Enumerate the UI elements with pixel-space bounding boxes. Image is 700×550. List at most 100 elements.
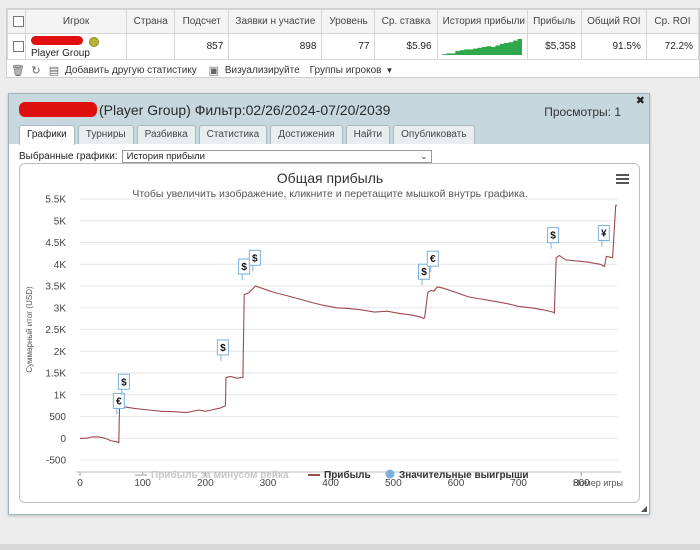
select-all-header[interactable]: [6, 9, 27, 34]
legend-swatch: [385, 469, 395, 479]
player-groups-label: Группы игроков: [309, 64, 382, 76]
tab-breakdown[interactable]: Разбивка: [136, 125, 196, 144]
tab-charts[interactable]: Графики: [19, 125, 75, 145]
marker-label: $: [421, 267, 427, 278]
legend-label: Значительные выигрыши: [399, 470, 529, 481]
stats-toolbar: 🗑 ↻ ▤ Добавить другую статистику ▣ Визуа…: [7, 60, 699, 80]
col-header-profit-history[interactable]: История прибыли: [436, 9, 528, 34]
y-tick-label: 2K: [54, 347, 67, 358]
chart-select[interactable]: История прибыли ⌄: [121, 150, 432, 163]
window-title-text: (Player Group) Фильтр:02/26/2024-07/20/2…: [99, 102, 391, 118]
marker-flag: [117, 373, 130, 390]
window-header: (Player Group) Фильтр:02/26/2024-07/20/2…: [9, 94, 649, 145]
legend-label: Прибыль за минусом рейка: [151, 469, 289, 481]
sparkline-bar: [477, 47, 483, 55]
sparkline-bar: [499, 43, 505, 55]
menu-icon[interactable]: [616, 174, 629, 186]
window-title: (Player Group) Фильтр:02/26/2024-07/20/2…: [19, 102, 390, 118]
visualize-button[interactable]: ▣ Визуализируйте: [207, 64, 300, 77]
big-win-marker: ¥: [597, 225, 610, 247]
col-header-country[interactable]: Страна: [126, 9, 176, 34]
chart-select-row: Выбранные графики: История прибыли ⌄: [19, 150, 432, 163]
level-cell: 77: [321, 33, 376, 60]
y-tick-label: 3.5K: [45, 282, 66, 293]
big-win-marker: $: [248, 249, 261, 272]
y-tick-label: 1K: [54, 390, 67, 401]
marker-flag: [112, 392, 125, 409]
sparkline-bar: [473, 48, 478, 55]
col-header-player[interactable]: Игрок: [25, 9, 128, 34]
player-groups-dropdown[interactable]: Группы игроков ▼: [310, 65, 394, 76]
country-cell: [126, 33, 176, 60]
chevron-down-icon: ⌄: [420, 151, 428, 161]
sparkline-bar: [446, 53, 452, 55]
col-header-level[interactable]: Уровень: [321, 9, 376, 34]
redacted-name: [31, 36, 84, 45]
chart-window: (Player Group) Фильтр:02/26/2024-07/20/2…: [8, 93, 650, 515]
marker-label: $: [241, 262, 247, 273]
col-header-total-roi[interactable]: Общий ROI: [580, 9, 647, 34]
resize-handle-icon[interactable]: ◢: [640, 504, 647, 513]
marker-label: $: [220, 343, 226, 354]
add-stats-button[interactable]: ▤ Добавить другую статистику: [47, 64, 197, 77]
award-icon: [89, 37, 100, 48]
big-win-marker: $: [117, 373, 130, 396]
chart-title: Общая прибыль: [277, 170, 383, 186]
marker-flag: [418, 263, 431, 280]
x-tick-label: 400: [322, 478, 339, 489]
caret-down-icon: ▼: [385, 65, 394, 75]
tab-achievements[interactable]: Достижения: [270, 125, 343, 144]
chart-container[interactable]: Общая прибыль Чтобы увеличить изображение…: [19, 163, 640, 503]
chart-select-value: История прибыли: [126, 151, 205, 162]
sparkline-bar: [451, 53, 456, 55]
col-header-avg-roi[interactable]: Ср. ROI: [645, 9, 700, 34]
big-win-marker: $: [418, 263, 431, 286]
table-row[interactable]: Player Group 857 898 77 $5.96 $5,358 91.…: [6, 33, 700, 60]
select-all-checkbox[interactable]: [13, 15, 24, 27]
sparkline-bar: [504, 43, 510, 55]
refresh-icon[interactable]: ↻: [31, 64, 41, 77]
tab-find[interactable]: Найти: [345, 125, 391, 144]
sparkline-bar: [486, 46, 492, 55]
big-win-marker: $: [547, 227, 560, 249]
marker-flag: [426, 250, 439, 267]
x-tick-label: 0: [77, 478, 83, 489]
x-tick-label: 700: [510, 478, 527, 489]
col-header-count[interactable]: Подсчет: [174, 9, 230, 34]
tab-statistics[interactable]: Статистика: [198, 125, 268, 144]
series-line-profit: [80, 204, 618, 444]
tab-publish[interactable]: Опубликовать: [393, 125, 475, 144]
col-header-entries[interactable]: Заявки н участие: [228, 9, 323, 34]
marker-label: $: [550, 231, 556, 242]
sparkline-bar: [491, 47, 496, 55]
x-tick-label: 300: [260, 478, 277, 489]
tab-tournaments[interactable]: Турниры: [77, 125, 134, 144]
bottom-bar: [0, 544, 700, 550]
y-tick-label: 5K: [54, 216, 67, 227]
marker-label: €: [430, 254, 436, 265]
row-checkbox-cell[interactable]: [6, 33, 27, 60]
x-axis-label: Номер игры: [573, 478, 623, 488]
chart-select-label: Выбранные графики:: [19, 151, 118, 162]
sparkline-bar: [459, 50, 465, 55]
y-tick-label: 0: [60, 434, 66, 445]
player-name[interactable]: Player Group: [31, 48, 90, 59]
player-cell[interactable]: Player Group: [25, 33, 128, 60]
marker-flag: [248, 249, 261, 266]
profit-chart[interactable]: Общая прибыль Чтобы увеличить изображение…: [20, 164, 639, 502]
sparkline-bar: [464, 49, 470, 55]
y-axis-label: Суммарный итог (USD): [25, 286, 34, 373]
profit-cell: $5,358: [526, 33, 582, 60]
col-header-profit[interactable]: Прибыль: [526, 9, 582, 34]
total-roi-cell: 91.5%: [580, 33, 647, 60]
x-tick-label: 500: [385, 478, 402, 489]
col-header-avg-stake[interactable]: Ср. ставка: [374, 9, 438, 34]
profit-history-cell: [436, 33, 528, 60]
close-icon[interactable]: ✖: [635, 95, 645, 107]
trash-icon[interactable]: 🗑: [11, 64, 25, 77]
y-tick-label: 4.5K: [45, 238, 66, 249]
row-checkbox[interactable]: [13, 40, 24, 52]
redacted-name: [19, 102, 97, 117]
count-cell: 857: [174, 33, 230, 60]
marker-flag: [238, 258, 251, 275]
